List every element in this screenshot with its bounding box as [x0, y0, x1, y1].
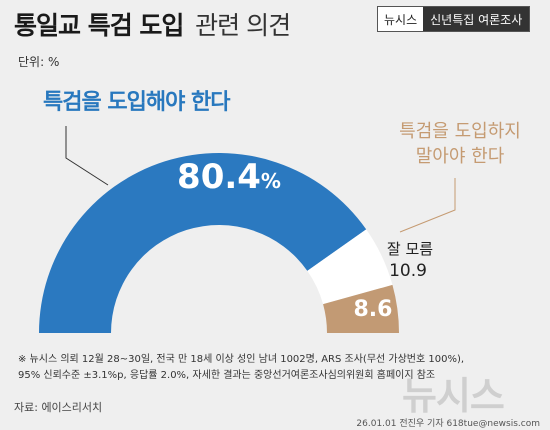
leader-line-yes	[65, 126, 109, 186]
label-no-line2: 말아야 한다	[415, 146, 505, 167]
title-main-text: 통일교 특검 도입	[14, 11, 184, 40]
page-title: 통일교 특검 도입 관련 의견	[14, 6, 291, 42]
label-no: 특검을 도입하지 말아야 한다	[380, 119, 540, 169]
unit-label: 단위: %	[18, 55, 60, 69]
value-label-no: 8.6	[354, 297, 393, 322]
footnote: ※ 뉴시스 의뢰 12월 28~30일, 전국 만 18세 이상 성인 남녀 1…	[18, 352, 548, 384]
watermark-logo: 뉴시스	[402, 374, 505, 418]
footnote-line-2: 95% 신뢰수준 ±3.1%p, 응답률 2.0%, 자세한 결과는 중앙선거여…	[18, 370, 436, 381]
title-sub-text: 관련 의견	[195, 11, 291, 40]
brand-logo-text: 뉴시스	[378, 7, 424, 31]
value-label-unknown: 10.9	[389, 261, 427, 281]
slice-yes	[39, 153, 367, 333]
value-label-yes: 80.4%	[177, 157, 281, 197]
source-note: 자료: 에이스리서치	[14, 401, 103, 414]
label-yes: 특검을 도입해야 한다	[43, 90, 230, 115]
footnote-line-1: ※ 뉴시스 의뢰 12월 28~30일, 전국 만 18세 이상 성인 남녀 1…	[18, 354, 465, 365]
category-label-unknown: 잘 모름	[387, 240, 433, 258]
label-no-line1: 특검을 도입하지	[399, 121, 521, 142]
brand-series-text: 신년특집 여론조사	[423, 7, 530, 31]
slice-unknown	[307, 229, 393, 305]
slice-no	[323, 284, 399, 333]
brand-badge: 뉴시스 신년특집 여론조사	[377, 6, 531, 32]
leader-line-no	[399, 178, 456, 233]
credit-line: 26.01.01 전진우 기자 618tue@newsis.com	[356, 419, 540, 429]
